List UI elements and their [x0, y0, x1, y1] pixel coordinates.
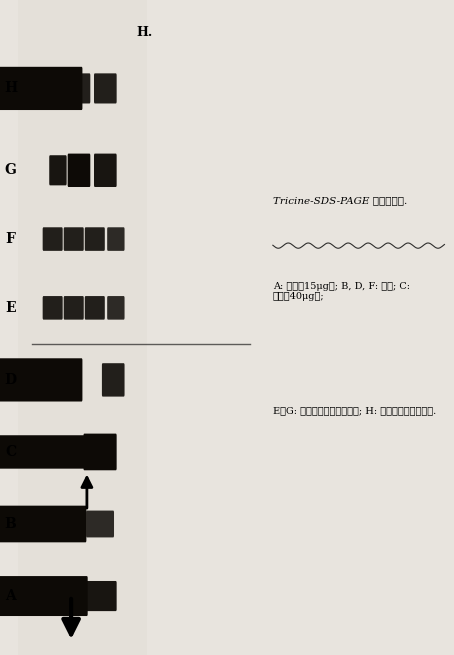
- FancyBboxPatch shape: [102, 364, 124, 397]
- FancyBboxPatch shape: [94, 153, 117, 187]
- FancyBboxPatch shape: [85, 227, 105, 251]
- Text: G: G: [5, 163, 16, 178]
- Text: D: D: [5, 373, 17, 387]
- FancyBboxPatch shape: [43, 227, 63, 251]
- Text: B: B: [5, 517, 16, 531]
- FancyBboxPatch shape: [0, 576, 88, 616]
- Text: Tricine-SDS-PAGE 电泳凝胶图.: Tricine-SDS-PAGE 电泳凝胶图.: [273, 196, 407, 206]
- Bar: [19, 0, 148, 655]
- FancyBboxPatch shape: [84, 581, 117, 611]
- FancyBboxPatch shape: [85, 296, 105, 320]
- Text: E，G: 超低分子量蛋白标准品; H: 低分子量蛋白标准品.: E，G: 超低分子量蛋白标准品; H: 低分子量蛋白标准品.: [273, 406, 436, 415]
- FancyBboxPatch shape: [49, 155, 67, 185]
- FancyBboxPatch shape: [0, 67, 83, 110]
- FancyBboxPatch shape: [107, 227, 124, 251]
- Text: H: H: [4, 81, 17, 96]
- Text: A: A: [5, 589, 16, 603]
- FancyBboxPatch shape: [84, 434, 117, 470]
- FancyBboxPatch shape: [64, 227, 84, 251]
- Text: C: C: [5, 445, 16, 459]
- FancyBboxPatch shape: [86, 511, 114, 537]
- FancyBboxPatch shape: [0, 358, 83, 402]
- FancyBboxPatch shape: [43, 296, 63, 320]
- Text: A: 样品（15μg）; B, D, F: 空白; C: 样品（40μg）;: A: 样品（15μg）; B, D, F: 空白; C: 样品（40μg）;: [273, 282, 410, 301]
- Text: F: F: [5, 232, 15, 246]
- FancyBboxPatch shape: [49, 73, 67, 103]
- Text: E: E: [5, 301, 16, 315]
- FancyBboxPatch shape: [64, 296, 84, 320]
- FancyBboxPatch shape: [68, 73, 90, 103]
- FancyBboxPatch shape: [107, 296, 124, 320]
- FancyBboxPatch shape: [68, 153, 90, 187]
- FancyBboxPatch shape: [0, 506, 86, 542]
- FancyBboxPatch shape: [94, 73, 117, 103]
- Text: H.: H.: [137, 26, 153, 39]
- FancyBboxPatch shape: [0, 436, 86, 469]
